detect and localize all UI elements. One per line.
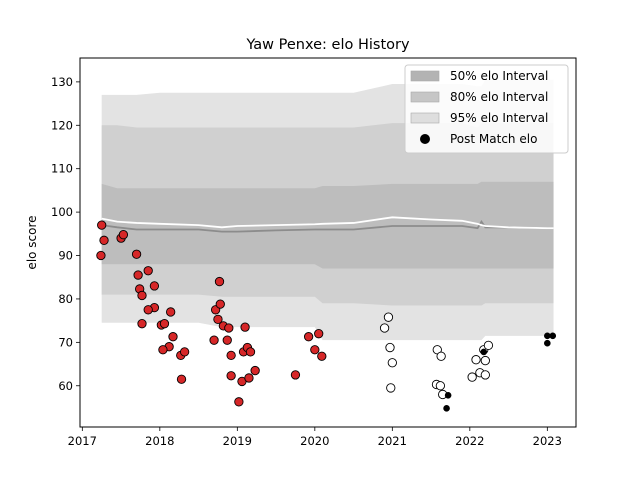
red-match-point	[96, 250, 106, 261]
y-tick-label: 120	[51, 118, 73, 132]
red-match-point	[314, 329, 324, 339]
x-axis: 2017 2018 2019 2020 2021 2022 2023	[68, 427, 562, 448]
x-tick-label: 2023	[533, 434, 562, 448]
red-match-point	[118, 230, 129, 240]
black-match-point	[444, 392, 452, 399]
open-match-point	[383, 312, 394, 322]
mean-line	[101, 216, 554, 230]
red-match-point	[215, 299, 225, 309]
black-match-point	[544, 339, 551, 347]
open-match-point	[387, 358, 397, 368]
legend-label: Post Match elo	[450, 132, 537, 146]
black-match-point	[544, 332, 551, 340]
red-match-point	[137, 290, 147, 301]
red-match-point	[179, 347, 190, 357]
black-match-point	[480, 348, 488, 356]
open-match-point	[435, 381, 446, 391]
red-match-point	[99, 235, 109, 245]
red-match-point	[143, 305, 153, 315]
legend-marker	[420, 134, 430, 144]
red-match-point	[209, 335, 219, 345]
y-tick-label: 70	[58, 335, 73, 349]
legend-label: 50% elo Interval	[450, 69, 548, 83]
black-match-point	[549, 332, 557, 340]
x-tick-label: 2021	[378, 434, 407, 448]
x-tick-label: 2020	[300, 434, 329, 448]
red-match-point	[166, 307, 176, 317]
red-match-point	[240, 322, 250, 332]
red-match-point	[97, 220, 107, 230]
open-match-point	[386, 383, 396, 393]
x-tick-label: 2017	[68, 434, 97, 448]
open-match-point	[483, 340, 494, 351]
open-match-point	[480, 370, 490, 380]
y-axis: 60 70 80 90 100 110 120 130	[51, 75, 80, 393]
legend-label: 95% elo Interval	[450, 111, 548, 125]
open-match-point	[480, 355, 490, 366]
legend-label: 80% elo Interval	[450, 90, 548, 104]
red-match-point	[149, 281, 160, 291]
elo-points	[96, 220, 557, 412]
red-match-point	[214, 276, 225, 287]
red-match-point	[131, 249, 142, 259]
band-50	[101, 181, 554, 269]
open-match-point	[467, 372, 477, 382]
y-tick-label: 90	[58, 249, 73, 263]
y-tick-label: 60	[58, 379, 73, 393]
red-match-point	[133, 270, 143, 280]
chart-title: Yaw Penxe: elo History	[245, 37, 410, 53]
red-match-point	[244, 373, 254, 383]
legend: 50% elo Interval 80% elo Interval 95% elo …	[404, 64, 569, 154]
red-match-point	[226, 371, 236, 381]
open-match-point	[471, 355, 481, 365]
red-match-point	[245, 347, 256, 357]
y-axis-label: elo score	[25, 215, 39, 269]
legend-swatch	[410, 112, 440, 124]
open-match-point	[436, 351, 446, 361]
red-match-point	[250, 365, 260, 376]
black-match-point	[443, 405, 450, 412]
red-match-point	[158, 345, 168, 355]
red-match-point	[176, 374, 187, 384]
red-match-point	[168, 332, 178, 342]
red-match-point	[137, 319, 147, 329]
legend-swatch	[410, 70, 440, 82]
y-tick-label: 80	[58, 292, 73, 306]
red-match-point	[222, 335, 232, 345]
red-match-point	[226, 350, 236, 361]
red-match-point	[143, 266, 153, 276]
red-match-point	[290, 370, 301, 380]
red-match-point	[310, 345, 320, 355]
y-tick-label: 110	[51, 162, 73, 176]
red-match-point	[234, 397, 244, 407]
x-tick-label: 2019	[223, 434, 252, 448]
open-match-point	[379, 323, 390, 333]
red-match-point	[224, 323, 234, 333]
x-tick-label: 2022	[455, 434, 484, 448]
red-match-point	[159, 319, 170, 329]
legend-swatch	[410, 91, 440, 103]
red-match-point	[317, 351, 327, 361]
red-match-point	[303, 332, 314, 342]
elo-lines	[101, 216, 554, 233]
y-tick-label: 130	[51, 75, 73, 89]
legend-frame	[404, 64, 569, 154]
red-match-point	[213, 314, 223, 324]
x-tick-label: 2018	[145, 434, 174, 448]
y-tick-label: 100	[51, 205, 73, 219]
plot-frame	[79, 57, 577, 428]
open-match-point	[385, 342, 395, 353]
